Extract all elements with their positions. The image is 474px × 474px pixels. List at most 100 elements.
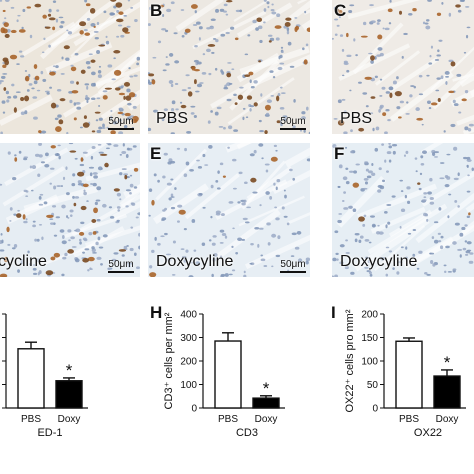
cell-nucleus [171,119,176,122]
stained-cell [83,115,87,120]
tissue-fiber [112,201,140,220]
cell-nucleus [69,80,75,84]
stained-cell [22,214,26,220]
cell-nucleus [260,254,264,257]
cell-nucleus [334,274,338,277]
stained-cell [455,4,461,8]
cell-nucleus [193,249,197,252]
cell-nucleus [362,187,368,190]
tissue-fiber [246,166,293,201]
cell-nucleus [269,70,274,73]
cell-nucleus [18,50,23,53]
stained-cell [234,37,239,41]
cell-nucleus [287,41,292,46]
cell-nucleus [37,173,41,178]
stained-cell [131,119,138,124]
cell-nucleus [198,193,203,196]
cell-nucleus [60,185,64,187]
cell-nucleus [263,21,266,24]
cell-nucleus [279,62,285,65]
tissue-fiber [83,143,109,158]
cell-nucleus [465,34,469,39]
cell-nucleus [275,186,278,191]
cell-nucleus [95,119,99,122]
stained-cell [76,81,79,85]
stained-cell [50,145,56,149]
cell-nucleus [392,80,397,85]
cell-nucleus [242,217,248,221]
cell-nucleus [434,151,440,154]
stained-cell [461,98,467,102]
cell-nucleus [20,261,23,265]
cell-nucleus [279,86,283,89]
cell-nucleus [343,60,348,64]
cell-nucleus [126,25,131,28]
cell-nucleus [237,201,241,204]
stained-cell [276,95,280,102]
stained-cell [49,71,56,76]
cell-nucleus [191,219,196,223]
cell-nucleus [414,157,418,160]
cell-nucleus [15,91,21,94]
cell-nucleus [430,45,434,49]
stained-cell [124,174,128,180]
cell-nucleus [215,210,221,214]
stained-cell [85,3,91,7]
stained-cell [270,156,278,162]
cell-nucleus [121,150,127,154]
cell-nucleus [405,150,409,154]
cell-nucleus [452,241,457,245]
cell-nucleus [425,19,430,22]
cell-nucleus [452,268,457,271]
cell-nucleus [223,10,227,13]
cell-nucleus [152,56,157,59]
cell-nucleus [444,184,450,188]
cell-nucleus [20,55,25,58]
cell-nucleus [460,0,465,2]
stained-cell [2,64,7,69]
bar-pbs [395,340,423,409]
cell-nucleus [224,273,229,277]
cell-nucleus [403,154,406,157]
cell-nucleus [127,0,131,2]
stained-cell [264,104,271,111]
stained-cell [237,94,244,100]
cell-nucleus [211,51,215,54]
stained-cell [389,92,393,98]
cell-nucleus [181,255,187,259]
cell-nucleus [381,86,386,90]
cell-nucleus [172,240,176,244]
cell-nucleus [40,161,46,164]
cell-nucleus [343,110,347,115]
cell-nucleus [406,186,411,190]
cell-nucleus [113,57,116,60]
cell-nucleus [225,31,230,35]
cell-nucleus [464,90,469,94]
cell-nucleus [38,154,43,158]
cell-nucleus [250,243,254,246]
stained-cell [6,226,10,233]
cell-nucleus [190,112,195,115]
cell-nucleus [79,241,82,245]
tissue-fiber [127,95,140,111]
cell-nucleus [2,111,6,114]
cell-nucleus [426,74,430,77]
cell-nucleus [428,107,432,110]
cell-nucleus [38,143,42,146]
condition-label-b: PBS [156,110,189,127]
cell-nucleus [332,257,337,262]
cell-nucleus [377,189,382,193]
bar-doxy [433,375,461,409]
cell-nucleus [244,221,250,224]
cell-nucleus [98,105,101,107]
cell-nucleus [231,269,236,272]
cell-nucleus [215,180,219,183]
cell-nucleus [375,126,380,131]
cell-nucleus [123,245,128,249]
cell-nucleus [343,131,348,134]
cell-nucleus [10,6,15,9]
stained-cell [102,95,108,100]
cell-nucleus [431,236,435,239]
cell-nucleus [265,112,270,116]
tissue-fiber [2,166,66,207]
